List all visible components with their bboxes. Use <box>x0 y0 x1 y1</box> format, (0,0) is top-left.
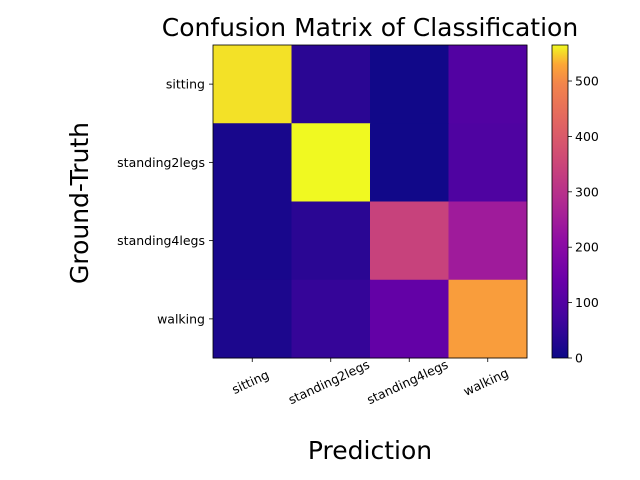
heatmap-cell-standing4legs-standing4legs <box>370 201 449 281</box>
chart-title: Confusion Matrix of Classification <box>162 13 578 42</box>
x-tick-label: walking <box>461 365 511 399</box>
y-axis-title: Ground-Truth <box>65 122 94 284</box>
y-tick-label: sitting <box>166 77 205 92</box>
heatmap-cell-sitting-walking <box>448 45 528 124</box>
heatmap-cell-walking-standing2legs <box>291 279 371 359</box>
y-axis: sitting standing2legs standing4legs walking <box>117 77 213 326</box>
y-tick-label: walking <box>157 311 205 326</box>
heatmap-cell-standing4legs-walking <box>448 201 528 281</box>
heatmap-frame <box>212 44 528 359</box>
x-axis-title: Prediction <box>308 436 432 465</box>
heatmap-cell-walking-walking <box>448 279 528 359</box>
heatmap-cell-standing2legs-standing4legs <box>370 123 449 202</box>
colorbar <box>551 44 569 359</box>
heatmap-cell-standing4legs-sitting <box>213 201 292 281</box>
heatmap-cell-standing4legs-standing2legs <box>291 201 371 281</box>
x-tick-label: standing4legs <box>364 357 450 408</box>
colorbar-tick-label: 100 <box>575 295 599 310</box>
colorbar-tick-label: 500 <box>575 74 599 89</box>
colorbar-tick-label: 400 <box>575 129 599 144</box>
colorbar-tick-label: 200 <box>575 240 599 255</box>
heatmap-cell-standing2legs-standing2legs <box>291 123 371 202</box>
heatmap-cells <box>213 45 528 359</box>
colorbar-tick-label: 0 <box>575 351 583 366</box>
heatmap-cell-standing2legs-walking <box>448 123 528 202</box>
heatmap-cell-walking-sitting <box>213 279 292 359</box>
heatmap-cell-standing2legs-sitting <box>213 123 292 202</box>
y-tick-label: standing4legs <box>117 233 205 248</box>
heatmap-cell-sitting-standing2legs <box>291 45 371 124</box>
colorbar-tick-label: 300 <box>575 184 599 199</box>
x-tick-label: standing2legs <box>286 357 372 408</box>
heatmap-cell-walking-standing4legs <box>370 279 449 359</box>
y-tick-label: standing2legs <box>117 155 205 170</box>
heatmap-cell-sitting-standing4legs <box>370 45 449 124</box>
colorbar-axis: 0 100 200 300 400 500 <box>568 74 599 366</box>
x-tick-label: sitting <box>229 367 271 397</box>
heatmap-cell-sitting-sitting <box>213 45 292 124</box>
